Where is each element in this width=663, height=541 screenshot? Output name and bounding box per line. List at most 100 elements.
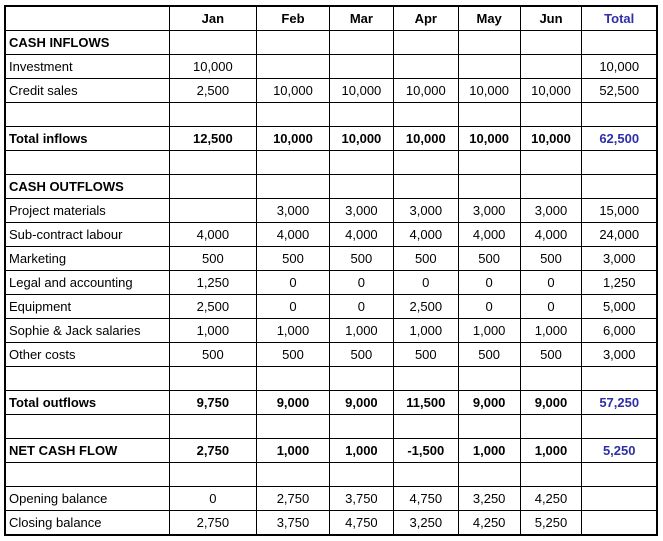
value-cell	[457, 102, 521, 127]
value-cell	[457, 150, 521, 175]
total-cell: 5,000	[581, 294, 658, 319]
value-cell: 10,000	[519, 126, 583, 151]
row-label-cell: Sophie & Jack salaries	[4, 318, 170, 343]
value-cell	[457, 462, 521, 487]
value-cell: 3,000	[519, 198, 583, 223]
total-cell: 1,250	[581, 270, 658, 295]
row-label-cell: Total outflows	[4, 390, 170, 415]
cash-flow-table: Jan Feb Mar Apr May Jun Total CASH INFLOWS Inve…	[4, 5, 658, 536]
value-cell	[392, 150, 459, 175]
value-cell: 10,000	[255, 78, 330, 103]
value-cell: -1,500	[392, 438, 459, 463]
table-row: Equipment 2,500 0 0 2,500 0 0 5,000	[4, 294, 658, 319]
value-cell: 1,000	[328, 318, 394, 343]
total-cell: 5,250	[581, 438, 658, 463]
table-row: Credit sales 2,500 10,000 10,000 10,000 10,00…	[4, 78, 658, 103]
row-label-cell: Marketing	[4, 246, 170, 271]
table-row: CASH INFLOWS	[4, 30, 658, 55]
value-cell	[457, 174, 521, 199]
table-header: Jan Feb Mar Apr May Jun Total	[4, 5, 658, 31]
total-cell: 15,000	[581, 198, 658, 223]
value-cell: 500	[168, 246, 257, 271]
table-row	[4, 102, 658, 127]
value-cell	[255, 462, 330, 487]
value-cell: 3,000	[457, 198, 521, 223]
table-row: Legal and accounting 1,250 0 0 0 0 0 1,250	[4, 270, 658, 295]
total-cell: 3,000	[581, 246, 658, 271]
value-cell: 2,500	[392, 294, 459, 319]
value-cell: 4,000	[392, 222, 459, 247]
value-cell: 0	[255, 294, 330, 319]
value-cell	[168, 30, 257, 55]
value-cell: 3,750	[255, 510, 330, 536]
row-label-cell	[4, 414, 170, 439]
month-column-header: Feb	[255, 5, 330, 31]
table-row: CASH OUTFLOWS	[4, 174, 658, 199]
value-cell: 1,000	[168, 318, 257, 343]
total-cell	[581, 102, 658, 127]
value-cell: 4,000	[519, 222, 583, 247]
value-cell	[255, 30, 330, 55]
table-row	[4, 414, 658, 439]
value-cell: 1,000	[255, 318, 330, 343]
value-cell: 0	[519, 270, 583, 295]
value-cell: 10,000	[392, 126, 459, 151]
total-cell: 52,500	[581, 78, 658, 103]
table-row: Opening balance 0 2,750 3,750 4,750 3,250 4,25…	[4, 486, 658, 511]
value-cell: 500	[392, 342, 459, 367]
row-label-cell: Equipment	[4, 294, 170, 319]
value-cell: 9,000	[519, 390, 583, 415]
month-column-header: Jun	[519, 5, 583, 31]
value-cell: 500	[168, 342, 257, 367]
table-row: Investment 10,000 10,000	[4, 54, 658, 79]
value-cell: 1,000	[255, 438, 330, 463]
month-column-header: Apr	[392, 5, 459, 31]
value-cell	[328, 414, 394, 439]
row-label-cell: Opening balance	[4, 486, 170, 511]
value-cell	[168, 150, 257, 175]
total-cell: 6,000	[581, 318, 658, 343]
total-cell: 10,000	[581, 54, 658, 79]
value-cell: 3,250	[457, 486, 521, 511]
total-cell	[581, 30, 658, 55]
header-row: Jan Feb Mar Apr May Jun Total	[4, 5, 658, 31]
row-label-cell	[4, 366, 170, 391]
value-cell	[328, 174, 394, 199]
row-label-cell: Investment	[4, 54, 170, 79]
value-cell: 4,750	[392, 486, 459, 511]
value-cell: 4,000	[457, 222, 521, 247]
value-cell	[519, 366, 583, 391]
total-cell	[581, 366, 658, 391]
value-cell: 500	[519, 246, 583, 271]
value-cell: 1,000	[519, 438, 583, 463]
table-row: Closing balance 2,750 3,750 4,750 3,250 4,250…	[4, 510, 658, 536]
row-label-cell: Closing balance	[4, 510, 170, 536]
row-label-cell: Other costs	[4, 342, 170, 367]
value-cell: 10,000	[392, 78, 459, 103]
value-cell	[519, 54, 583, 79]
total-cell	[581, 174, 658, 199]
value-cell: 0	[168, 486, 257, 511]
total-column-header: Total	[581, 5, 658, 31]
table-row	[4, 462, 658, 487]
value-cell	[255, 366, 330, 391]
value-cell	[328, 150, 394, 175]
value-cell: 0	[392, 270, 459, 295]
value-cell	[255, 414, 330, 439]
value-cell: 0	[328, 294, 394, 319]
value-cell: 0	[328, 270, 394, 295]
value-cell	[328, 54, 394, 79]
value-cell	[519, 174, 583, 199]
value-cell	[392, 54, 459, 79]
value-cell: 4,000	[168, 222, 257, 247]
value-cell	[519, 30, 583, 55]
value-cell	[457, 366, 521, 391]
value-cell	[255, 150, 330, 175]
row-label-cell: Project materials	[4, 198, 170, 223]
value-cell	[328, 102, 394, 127]
total-cell: 62,500	[581, 126, 658, 151]
value-cell: 4,250	[519, 486, 583, 511]
value-cell	[392, 462, 459, 487]
value-cell	[328, 462, 394, 487]
value-cell: 0	[255, 270, 330, 295]
